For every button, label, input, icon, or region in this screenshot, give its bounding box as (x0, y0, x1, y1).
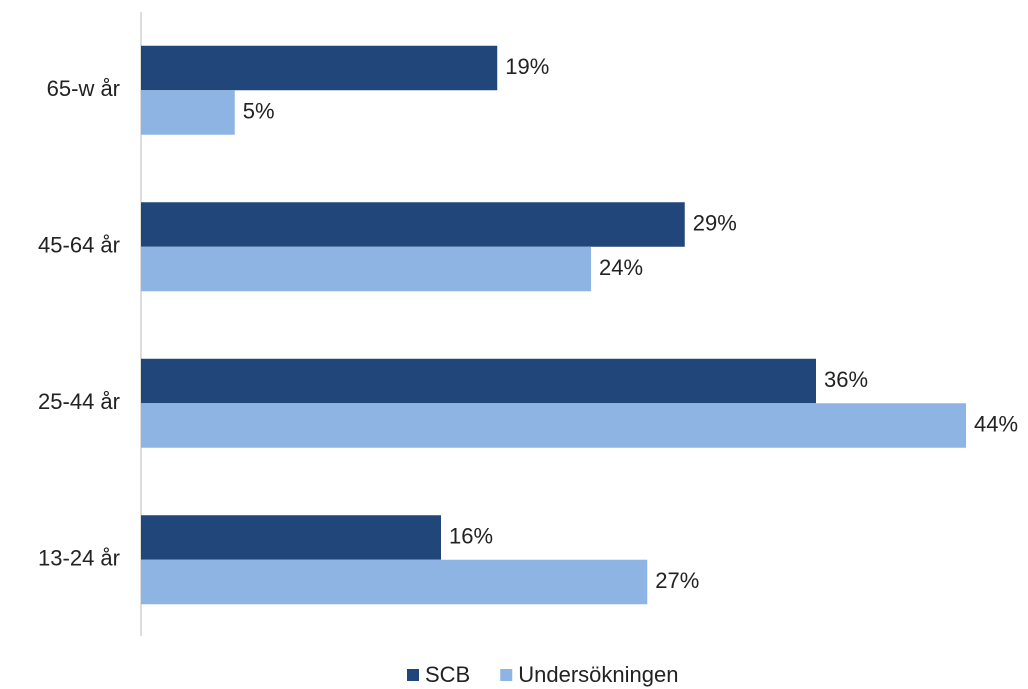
category-label: 45-64 år (38, 233, 120, 258)
bar (141, 246, 591, 292)
legend-label: SCB (425, 662, 470, 687)
bar (141, 90, 235, 135)
bar (141, 403, 966, 448)
bar (141, 559, 648, 605)
value-label: 27% (655, 568, 699, 593)
legend-swatch (407, 669, 419, 681)
value-label: 36% (824, 367, 868, 392)
bar (141, 45, 498, 91)
bar (141, 515, 441, 560)
bar (141, 358, 816, 404)
value-label: 5% (243, 98, 275, 123)
value-label: 44% (974, 411, 1018, 436)
value-label: 24% (599, 255, 643, 280)
bar (141, 202, 685, 247)
category-label: 13-24 år (38, 546, 120, 571)
value-label: 19% (505, 54, 549, 79)
category-label: 65-w år (47, 76, 120, 101)
legend-swatch (500, 669, 513, 681)
value-label: 29% (693, 210, 737, 235)
value-label: 16% (449, 523, 493, 548)
legend-label: Undersökningen (518, 662, 678, 687)
category-label: 25-44 år (38, 389, 120, 414)
